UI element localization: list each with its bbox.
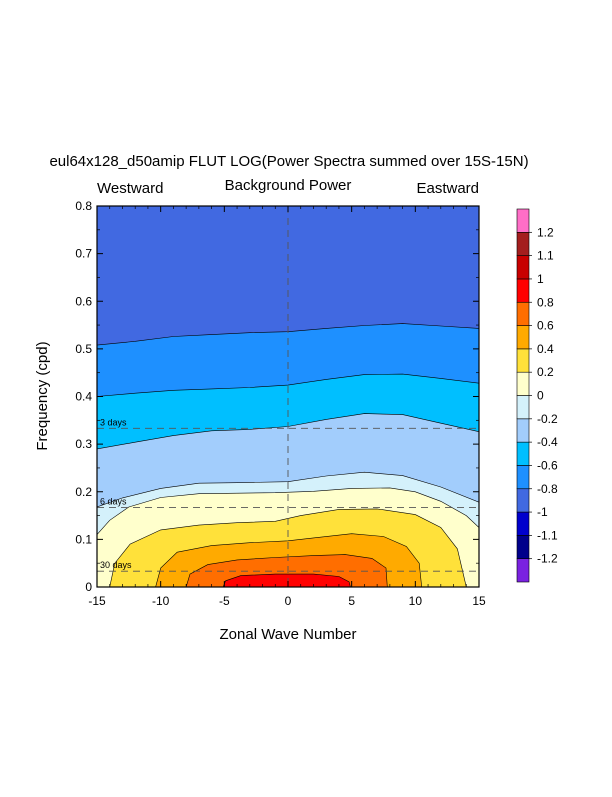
colorbar-cell xyxy=(516,348,530,373)
contour-line--0p6 xyxy=(97,373,479,397)
x-tick-label: 0 xyxy=(285,594,292,608)
colorbar-label: 1.1 xyxy=(537,249,554,263)
colorbar-cell xyxy=(516,511,530,536)
contour-lines xyxy=(97,323,479,587)
y-tick-label: 0.4 xyxy=(75,390,92,404)
contour-line-0p8 xyxy=(222,573,351,587)
colorbar-label: -0.2 xyxy=(537,412,558,426)
colorbar: 1.2 1.1 1 0.8 0.6 0.4 0.2 0 -0.2 -0.4 -0.6 -0.8 -1 -1… xyxy=(516,208,558,583)
colorbar-cell xyxy=(516,371,530,396)
colorbar-cell xyxy=(516,278,530,303)
colorbar-label: 0 xyxy=(537,389,544,403)
contour-line-0p6 xyxy=(185,554,388,587)
colorbar-cell xyxy=(516,255,530,280)
chart-title: eul64x128_d50amip FLUT LOG(Power Spectra… xyxy=(49,153,528,170)
reference-label-6-days: 6 days xyxy=(100,497,127,507)
colorbar-label: 0.8 xyxy=(537,295,554,309)
contour-line-0 xyxy=(97,487,479,535)
colorbar-label: -1.1 xyxy=(537,528,558,542)
y-tick-label: 0.8 xyxy=(75,199,92,213)
x-tick-label: 15 xyxy=(472,594,486,608)
x-tick-label: -10 xyxy=(152,594,170,608)
y-tick-label: 0.2 xyxy=(75,485,92,499)
colorbar-label: 0.2 xyxy=(537,365,554,379)
colorbar-label: -0.8 xyxy=(537,482,558,496)
plot-axes: -15 -10 -5 0 5 10 15 0 0.1 0.2 0.3 0.4 0.5 0.6 0.7 0.8 xyxy=(75,199,486,608)
contour-line--0p2 xyxy=(97,471,479,508)
colorbar-label: -1.2 xyxy=(537,552,558,566)
contour-bands xyxy=(97,206,479,587)
contour-line-0p4 xyxy=(155,533,422,587)
contour-band-0p8-to-1 xyxy=(223,574,351,587)
colorbar-cell xyxy=(516,325,530,350)
colorbar-cell xyxy=(516,301,530,326)
x-axis-label: Zonal Wave Number xyxy=(220,626,357,643)
colorbar-cell xyxy=(516,441,530,466)
colorbar-cell xyxy=(516,418,530,443)
chart-titles: eul64x128_d50amip FLUT LOG(Power Spectra… xyxy=(34,153,529,643)
reference-label-3-days: 3 days xyxy=(100,417,127,427)
reference-label-30-days: 30 days xyxy=(100,560,132,570)
colorbar-label: 0.4 xyxy=(537,342,554,356)
colorbar-label: -0.6 xyxy=(537,458,558,472)
y-tick-label: 0.3 xyxy=(75,437,92,451)
y-tick-label: 0 xyxy=(85,580,92,594)
colorbar-label: 1.2 xyxy=(537,225,554,239)
x-tick-label: 10 xyxy=(409,594,423,608)
x-tick-label: -5 xyxy=(219,594,230,608)
colorbar-cell xyxy=(516,488,530,513)
subtitle-westward: Westward xyxy=(97,180,163,197)
colorbar-label: -1 xyxy=(537,505,548,519)
y-tick-label: 0.5 xyxy=(75,342,92,356)
colorbar-cell xyxy=(516,395,530,420)
colorbar-cell xyxy=(516,208,530,233)
colorbar-label: 1 xyxy=(537,272,544,286)
colorbar-cell xyxy=(516,465,530,490)
reference-lines: 3 days 6 days 30 days xyxy=(97,206,479,587)
subtitle-eastward: Eastward xyxy=(416,180,479,197)
x-tick-label: 5 xyxy=(348,594,355,608)
y-tick-label: 0.1 xyxy=(75,532,92,546)
y-tick-label: 0.6 xyxy=(75,294,92,308)
y-tick-label: 0.7 xyxy=(75,247,92,261)
y-axis-label: Frequency (cpd) xyxy=(34,341,51,450)
colorbar-label: -0.4 xyxy=(537,435,558,449)
x-tick-label: -15 xyxy=(88,594,106,608)
subtitle-background-power: Background Power xyxy=(225,177,352,194)
colorbar-label: 0.6 xyxy=(537,319,554,333)
colorbar-cell xyxy=(516,558,530,583)
colorbar-cell xyxy=(516,232,530,256)
colorbar-cell xyxy=(516,535,530,559)
